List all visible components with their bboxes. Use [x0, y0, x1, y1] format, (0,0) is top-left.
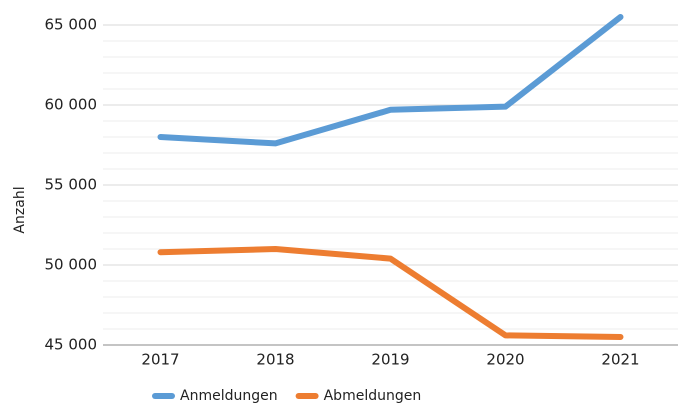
x-tick-label: 2019	[371, 351, 409, 369]
y-tick-label: 55 000	[45, 176, 98, 194]
x-tick-label: 2020	[486, 351, 524, 369]
y-tick-label: 60 000	[45, 96, 98, 114]
y-tick-label: 50 000	[45, 256, 98, 274]
x-tick-label: 2018	[256, 351, 294, 369]
x-tick-label: 2017	[141, 351, 179, 369]
series-line	[157, 246, 624, 340]
y-tick-label: 45 000	[45, 336, 98, 354]
legend-label: Abmeldungen	[324, 388, 422, 404]
y-axis-label: Anzahl	[12, 186, 28, 233]
y-tick-label: 65 000	[45, 16, 98, 34]
x-tick-label: 2021	[601, 351, 639, 369]
legend-label: Anmeldungen	[180, 388, 278, 404]
series-line	[157, 14, 624, 147]
